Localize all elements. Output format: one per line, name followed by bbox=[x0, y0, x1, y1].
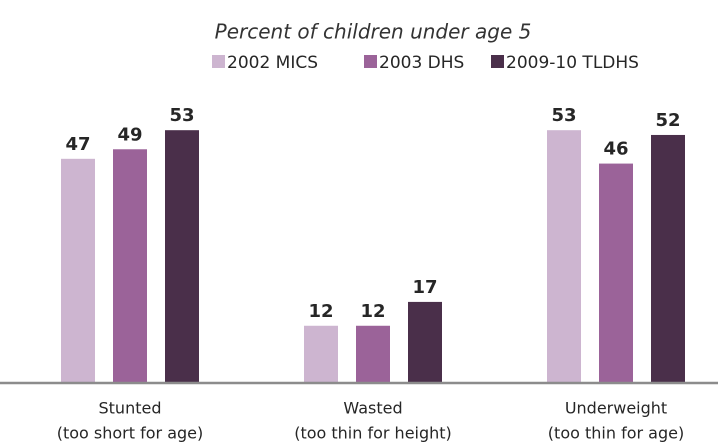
x-tick-label: Wasted bbox=[343, 399, 402, 418]
x-tick-label: Stunted bbox=[99, 399, 162, 418]
x-tick-label: (too thin for height) bbox=[294, 424, 452, 443]
bar bbox=[165, 130, 199, 383]
x-tick-label: Underweight bbox=[565, 399, 667, 418]
x-tick-label: (too thin for age) bbox=[548, 424, 684, 443]
data-label: 49 bbox=[117, 124, 142, 145]
legend-label: 2009-10 TLDHS bbox=[506, 53, 639, 73]
bar bbox=[61, 158, 95, 383]
bar bbox=[356, 325, 390, 383]
bar bbox=[547, 130, 581, 383]
bar bbox=[651, 134, 685, 383]
data-label: 52 bbox=[655, 110, 680, 131]
chart-title: Percent of children under age 5 bbox=[215, 20, 532, 44]
data-label: 47 bbox=[65, 134, 90, 155]
bar bbox=[408, 301, 442, 383]
legend-swatch bbox=[212, 55, 225, 68]
legend-swatch bbox=[491, 55, 504, 68]
data-label: 17 bbox=[412, 277, 437, 298]
bar bbox=[599, 163, 633, 383]
legend-swatch bbox=[364, 55, 377, 68]
legend-label: 2002 MICS bbox=[227, 53, 318, 73]
data-label: 46 bbox=[603, 139, 628, 160]
data-label: 53 bbox=[169, 105, 194, 126]
x-tick-label: (too short for age) bbox=[57, 424, 204, 443]
bar bbox=[304, 325, 338, 383]
data-label: 12 bbox=[360, 301, 385, 322]
data-label: 12 bbox=[308, 301, 333, 322]
bar bbox=[113, 149, 147, 383]
legend-label: 2003 DHS bbox=[379, 53, 464, 73]
data-label: 53 bbox=[551, 105, 576, 126]
